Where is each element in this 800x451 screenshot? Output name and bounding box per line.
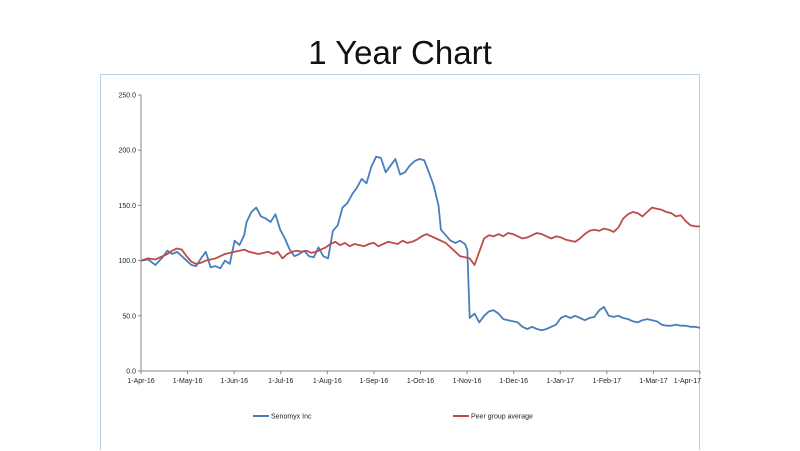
y-tick-label: 50.0: [122, 313, 136, 320]
x-tick-label: 1-Mar-17: [639, 378, 668, 385]
x-tick-label: 1-Jul-16: [268, 378, 293, 385]
x-tick-label: 1-Dec-16: [499, 378, 528, 385]
slide-title: 1 Year Chart: [308, 34, 492, 71]
x-tick-label: 1-Feb-17: [593, 378, 622, 385]
legend-label-1: Senomyx Inc: [271, 414, 312, 421]
y-tick-label: 250.0: [118, 93, 136, 100]
y-tick-label: 100.0: [118, 258, 136, 265]
x-tick-label: 1-May-16: [173, 378, 203, 385]
y-tick-label: 150.0: [118, 203, 136, 210]
x-tick-label: 1-Sep-16: [360, 378, 389, 385]
x-tick-label: 1-Oct-16: [407, 378, 434, 385]
chart-frame: 0.0 50.0 100.0 150.0 200.0 250.0 1-Apr-16 1-May…: [100, 74, 701, 450]
x-tick-label: 1-Apr-17: [674, 378, 701, 385]
y-tick-label: 0.0: [126, 369, 136, 376]
x-tick-label: 1-Aug-16: [313, 378, 342, 385]
x-tick-label: 1-Apr-16: [127, 378, 154, 385]
x-tick-label: 1-Jun-16: [220, 378, 248, 385]
x-tick-label: 1-Nov-16: [453, 378, 482, 385]
x-tick-label: 1-Jan-17: [546, 378, 574, 385]
y-tick-label: 200.0: [118, 148, 136, 155]
legend-label-2: Peer group average: [471, 414, 533, 421]
series-line-1: [140, 155, 701, 332]
series-line-2: [140, 206, 700, 266]
line-chart: 0.0 50.0 100.0 150.0 200.0 250.0 1-Apr-16 1-May…: [118, 93, 701, 421]
